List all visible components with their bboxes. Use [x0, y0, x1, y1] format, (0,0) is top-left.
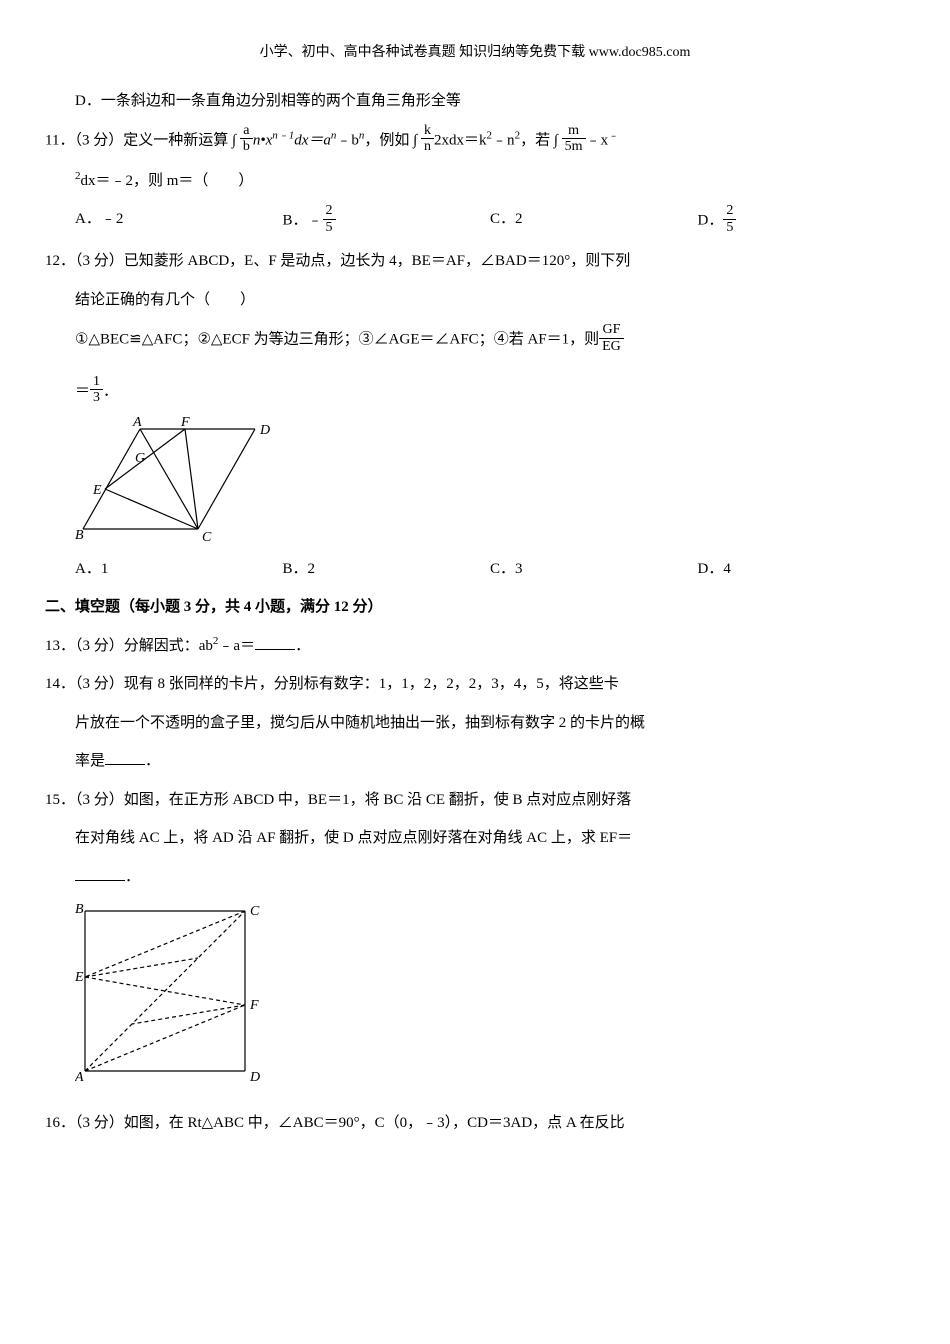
- q11-opt-a: A．﹣2: [75, 205, 283, 237]
- frac-num: m: [562, 123, 586, 139]
- q12-line1: 12．（3 分）已知菱形 ABCD，E、F 是动点，边长为 4，BE＝AF，∠B…: [45, 247, 905, 276]
- q14-line2: 片放在一个不透明的盒子里，搅匀后从中随机地抽出一张，抽到标有数字 2 的卡片的概: [45, 709, 905, 738]
- svg-text:G: G: [135, 451, 145, 466]
- q11-text-6: 2xdx＝k: [434, 132, 487, 148]
- q12-opt-a: A．1: [75, 555, 283, 584]
- opt-b-pre: B．﹣: [283, 213, 323, 229]
- frac-num: 2: [723, 203, 736, 219]
- q14-line3-pre: 率是: [75, 753, 105, 769]
- q14-line1: 14．（3 分）现有 8 张同样的卡片，分别标有数字：1，1，2，2，2，3，4…: [45, 670, 905, 699]
- q11-text-4: ﹣b: [336, 132, 359, 148]
- q10-option-d: D．一条斜边和一条直角边分别相等的两个直角三角形全等: [45, 87, 905, 116]
- svg-text:B: B: [75, 902, 84, 917]
- frac-num: 2: [323, 203, 336, 219]
- q12-line3-text: ①△BEC≌△AFC；②△ECF 为等边三角形；③∠AGE＝∠AFC；④若 AF…: [75, 331, 599, 347]
- q12-opt-c: C．3: [490, 555, 698, 584]
- q11-frac-kn: k n: [421, 123, 434, 155]
- q12-figure: A F D E B C G: [75, 414, 285, 549]
- q15-line2: 在对角线 AC 上，将 AD 沿 AF 翻折，使 D 点对应点刚好落在对角线 A…: [45, 824, 905, 853]
- frac-num: a: [240, 123, 253, 139]
- q11-line2: 2dx＝﹣2，则 m＝（ ）: [45, 167, 905, 196]
- svg-text:A: A: [132, 415, 142, 430]
- q12-line2: 结论正确的有几个（ ）: [45, 286, 905, 315]
- section-2-title: 二、填空题（每小题 3 分，共 4 小题，满分 12 分）: [45, 593, 905, 622]
- svg-text:C: C: [250, 904, 260, 919]
- q11-exp-6: ﹣: [608, 129, 619, 141]
- page-header: 小学、初中、高中各种试卷真题 知识归纳等免费下载 www.doc985.com: [45, 40, 905, 67]
- q15-blank: [75, 865, 125, 881]
- frac-den: 3: [90, 390, 103, 405]
- svg-text:F: F: [180, 415, 190, 430]
- q14-line3-post: ．: [145, 753, 160, 769]
- q11-line2-text: dx＝﹣2，则 m＝（ ）: [81, 173, 254, 189]
- q13-pre: 13．（3 分）分解因式：ab: [45, 638, 213, 654]
- exp-text: n﹣1: [272, 129, 294, 141]
- q11-options: A．﹣2 B．﹣25 C．2 D．25: [45, 205, 905, 237]
- q11-text-9: ﹣x: [586, 132, 609, 148]
- q14-line3: 率是 ．: [45, 747, 905, 776]
- frac-den: b: [240, 139, 253, 154]
- q15-figure: B C A D E F: [75, 901, 275, 1091]
- frac-den: 5: [723, 220, 736, 235]
- svg-text:B: B: [75, 528, 84, 543]
- svg-text:C: C: [202, 530, 212, 545]
- q14-blank: [105, 749, 145, 765]
- q12-line4-pre: ＝: [75, 383, 90, 399]
- q11-opt-d: D．25: [698, 205, 906, 237]
- q12-frac-gfeg: GFEG: [599, 322, 624, 354]
- q11-text-8: ，若 ∫: [520, 132, 558, 148]
- frac-den: 5m: [562, 139, 586, 154]
- q15-line3: ．: [45, 863, 905, 892]
- q13-blank: [255, 634, 295, 650]
- opt-d-pre: D．: [698, 213, 724, 229]
- q12-opt-b: B．2: [283, 555, 491, 584]
- q12-line3: ①△BEC≌△AFC；②△ECF 为等边三角形；③∠AGE＝∠AFC；④若 AF…: [45, 324, 905, 356]
- q12-frac-13: 13: [90, 374, 103, 406]
- q12-opt-d: D．4: [698, 555, 906, 584]
- q11-exp-1: n﹣1: [272, 129, 294, 141]
- svg-text:A: A: [75, 1070, 84, 1085]
- q12-options: A．1 B．2 C．3 D．4: [45, 555, 905, 584]
- q11-text-7: ﹣n: [492, 132, 515, 148]
- frac-den: 5: [323, 220, 336, 235]
- q11-text-1: 11．（3 分）定义一种新运算 ∫: [45, 132, 236, 148]
- svg-text:F: F: [249, 998, 259, 1013]
- svg-text:D: D: [259, 423, 270, 438]
- frac-num: GF: [599, 322, 624, 338]
- q11-opt-b: B．﹣25: [283, 205, 491, 237]
- frac-num: k: [421, 123, 434, 139]
- svg-text:E: E: [75, 970, 84, 985]
- q16: 16．（3 分）如图，在 Rt△ABC 中，∠ABC＝90°，C（0，﹣3），C…: [45, 1109, 905, 1138]
- q13: 13．（3 分）分解因式：ab2﹣a＝．: [45, 632, 905, 661]
- q11-text-3: dx＝a: [294, 132, 331, 148]
- frac-den: EG: [599, 339, 624, 354]
- q15-line3-text: ．: [125, 869, 140, 885]
- svg-text:E: E: [92, 483, 102, 498]
- opt-d-frac: 25: [723, 203, 736, 235]
- q15-line1: 15．（3 分）如图，在正方形 ABCD 中，BE＝1，将 BC 沿 CE 翻折…: [45, 786, 905, 815]
- q11-text-2: n•x: [253, 132, 272, 148]
- opt-b-frac: 25: [323, 203, 336, 235]
- q11-opt-c: C．2: [490, 205, 698, 237]
- q11: 11．（3 分）定义一种新运算 ∫ a b n•xn﹣1dx＝an﹣bn，例如 …: [45, 125, 905, 157]
- q11-frac-ab: a b: [240, 123, 253, 155]
- q12-line4: ＝13．: [45, 376, 905, 408]
- q11-text-5: ，例如 ∫: [364, 132, 417, 148]
- q13-post: ﹣a＝: [218, 638, 255, 654]
- q11-frac-m5m: m 5m: [562, 123, 586, 155]
- frac-den: n: [421, 139, 434, 154]
- svg-text:D: D: [249, 1070, 260, 1085]
- q13-end: ．: [295, 638, 310, 654]
- q12-line4-post: ．: [103, 383, 118, 399]
- frac-num: 1: [90, 374, 103, 390]
